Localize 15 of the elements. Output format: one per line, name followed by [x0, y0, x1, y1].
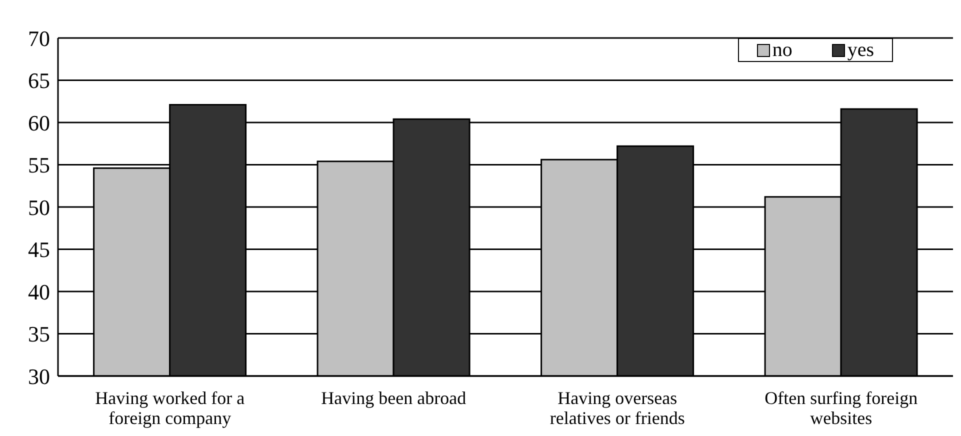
y-tick-label: 65 [28, 68, 50, 94]
x-tick-label: Having been abroad [321, 388, 466, 408]
x-tick-label: Having worked for a foreign company [95, 388, 245, 428]
x-tick-label: Often surfing foreign websites [764, 388, 918, 428]
x-tick-label: Having overseas relatives or friends [550, 388, 685, 428]
y-tick-label: 55 [28, 152, 50, 178]
y-tick-label: 35 [28, 322, 50, 347]
y-tick-label: 40 [28, 279, 50, 304]
legend-label: no [771, 39, 792, 61]
y-tick-label: 30 [28, 364, 50, 389]
y-tick-label: 45 [28, 237, 50, 262]
y-tick-label: 60 [28, 110, 50, 136]
legend-label: yes [846, 39, 874, 61]
y-tick-label: 50 [28, 194, 50, 220]
y-tick-label: 70 [28, 26, 50, 51]
